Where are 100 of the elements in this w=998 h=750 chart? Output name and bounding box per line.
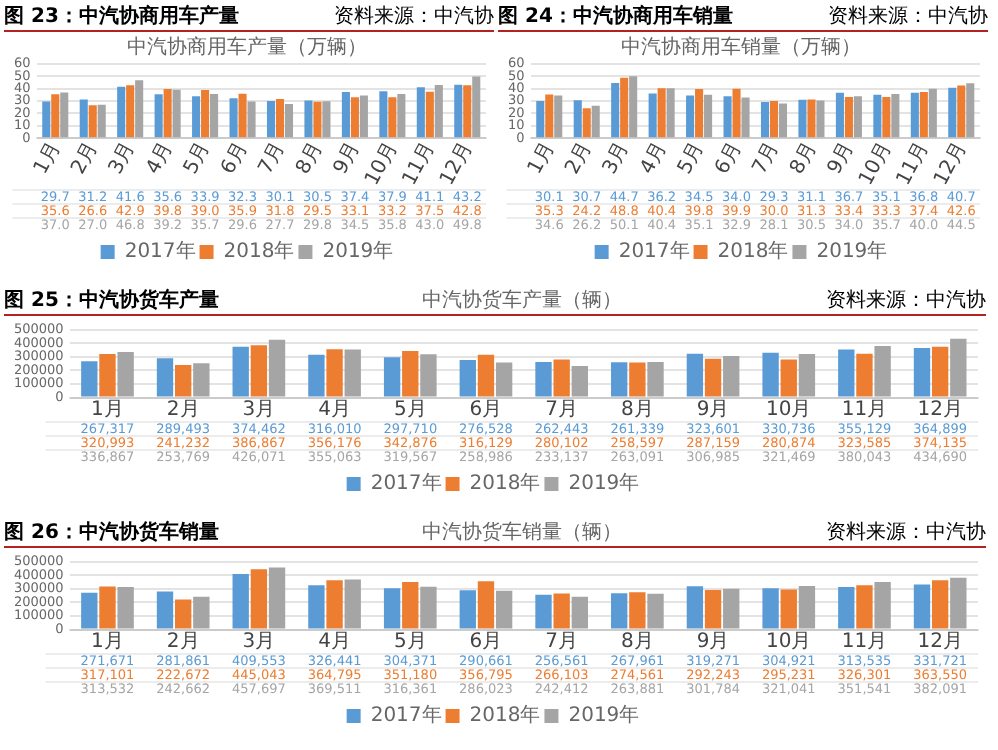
x-tick-label: 10月: [766, 398, 812, 421]
bar: [778, 103, 788, 138]
bar: [477, 581, 495, 629]
bar: [704, 94, 713, 138]
x-tick-label: 5月: [393, 630, 427, 653]
legend-label: 2017年: [124, 239, 196, 264]
bar: [60, 92, 69, 138]
x-tick-label: 11月: [841, 398, 888, 421]
bar: [359, 95, 368, 138]
bar: [210, 94, 219, 138]
bar: [420, 586, 437, 629]
chart-subtitle: 中汽协商用车销量（万辆）: [621, 35, 861, 60]
x-tick-label: 5月: [674, 138, 709, 178]
bar: [99, 354, 116, 397]
x-tick-label: 7月: [545, 630, 579, 653]
bar: [383, 357, 401, 397]
x-tick-label: 9月: [824, 138, 859, 178]
bar: [322, 101, 331, 138]
bar: [495, 590, 513, 629]
chart-title: 图 24：中汽协商用车销量: [498, 2, 733, 30]
bar: [647, 361, 664, 397]
bar: [535, 594, 552, 629]
bar: [192, 96, 201, 138]
x-tick-label: 4月: [318, 398, 351, 421]
bar: [723, 96, 732, 138]
x-tick-label: 2月: [561, 138, 597, 178]
bar: [379, 91, 388, 138]
bar: [247, 101, 256, 138]
bar: [838, 587, 855, 629]
bar: [856, 585, 873, 629]
bar: [51, 94, 60, 138]
bar: [571, 365, 589, 397]
legend-label: 2019年: [568, 471, 640, 496]
x-tick-label: 4月: [318, 630, 351, 653]
bar: [402, 351, 419, 397]
x-tick-label: 9月: [330, 138, 365, 178]
x-tick-label: 12月: [930, 138, 972, 190]
bar: [388, 97, 397, 138]
bar: [545, 94, 554, 138]
x-tick-label: 9月: [696, 630, 730, 653]
x-tick-label: 12月: [917, 398, 963, 421]
x-tick-label: 5月: [393, 398, 427, 421]
bar: [816, 100, 825, 138]
x-tick-label: 11月: [841, 630, 888, 653]
chart-subtitle: 中汽协货车销量（辆）: [422, 519, 623, 546]
bar: [928, 88, 937, 138]
bar: [459, 360, 476, 397]
x-tick-label: 10月: [361, 138, 403, 190]
bar: [931, 580, 949, 629]
legend-label: 2019年: [322, 239, 394, 264]
bar: [741, 97, 750, 138]
bar: [686, 586, 704, 629]
bar: [611, 362, 628, 397]
x-tick-label: 3月: [599, 138, 635, 178]
x-tick-label: 9月: [696, 398, 730, 421]
bar: [117, 587, 134, 629]
bar: [844, 96, 853, 138]
bar: [232, 346, 249, 397]
bar: [81, 592, 98, 629]
legend-label: 2019年: [816, 239, 888, 264]
bar: [629, 592, 646, 629]
bar: [275, 98, 285, 138]
bar: [571, 596, 589, 629]
bar: [931, 346, 949, 397]
bar: [835, 92, 844, 138]
bar: [629, 362, 646, 397]
x-tick-label: 6月: [217, 138, 253, 178]
bar: [553, 593, 570, 629]
bar: [882, 97, 891, 138]
x-tick-label: 1月: [91, 398, 124, 421]
x-tick-label: 4月: [636, 138, 672, 178]
x-tick-label: 1月: [524, 138, 560, 178]
x-tick-label: 7月: [545, 398, 579, 421]
x-tick-label: 7月: [749, 138, 784, 178]
bar: [308, 354, 325, 397]
bar: [156, 591, 174, 629]
bar: [308, 585, 325, 629]
bar: [704, 589, 722, 629]
x-tick-label: 10月: [855, 138, 897, 190]
bar: [780, 359, 797, 397]
bar: [193, 363, 210, 397]
bar: [647, 593, 664, 629]
x-tick-label: 3月: [242, 398, 276, 421]
bar: [910, 92, 919, 138]
bar: [156, 358, 174, 397]
text: 资料来源：中汽协: [334, 3, 494, 30]
bar: [477, 354, 495, 397]
bar: [99, 586, 116, 629]
bar: [193, 596, 210, 629]
bar: [97, 104, 106, 138]
bar: [79, 99, 88, 138]
bar: [266, 100, 276, 138]
text: 资料来源：中汽协: [826, 519, 986, 546]
bar: [238, 93, 247, 138]
bar: [268, 567, 286, 629]
bar: [326, 349, 343, 397]
bar: [553, 359, 570, 397]
x-tick-label: 2月: [67, 138, 103, 178]
bar: [807, 99, 816, 138]
bar: [856, 353, 873, 397]
